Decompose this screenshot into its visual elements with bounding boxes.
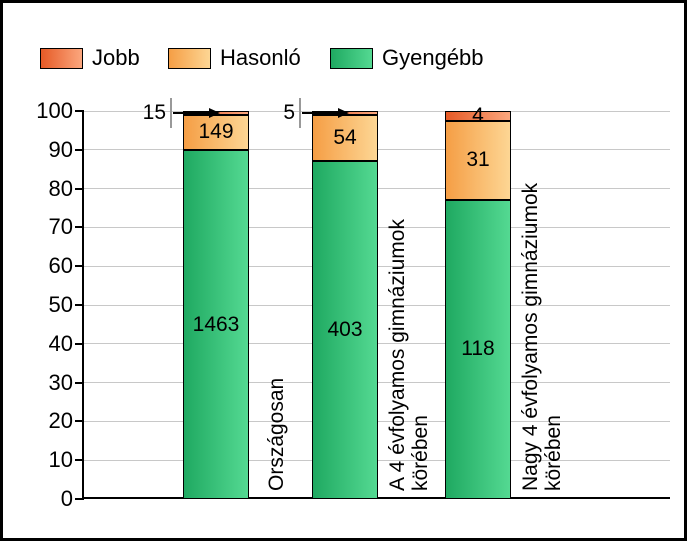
y-tick-label-80: 80 (48, 175, 73, 201)
callout-arrow-line-bar-1 (302, 112, 338, 115)
legend-item-hasonlo: Hasonló (168, 45, 301, 71)
y-tick-label-100: 100 (36, 98, 73, 123)
y-tick-label-90: 90 (48, 136, 73, 162)
bar-2-segment-hasonló (445, 121, 511, 200)
legend-label-gyengebb: Gyengébb (382, 45, 484, 70)
y-tick-90 (75, 148, 83, 151)
y-tick-20 (75, 420, 83, 423)
value-label-bar-2-hasonló: 31 (466, 148, 490, 172)
y-tick-label-20: 20 (48, 408, 73, 434)
value-label-bar-2-jobb: 4 (472, 104, 484, 128)
callout-label-bar-0: 15 (142, 100, 166, 124)
value-label-bar-0-hasonló: 149 (198, 120, 234, 144)
bar-2-segment-jobb (445, 111, 511, 122)
y-tick-0 (75, 498, 83, 500)
y-tick-label-0: 0 (60, 486, 73, 511)
y-tick-label-70: 70 (48, 214, 73, 240)
bar-1-segment-hasonló (312, 115, 378, 161)
y-tick-70 (75, 226, 83, 229)
callout-label-bar-1: 5 (283, 101, 295, 125)
y-tick-30 (75, 381, 83, 384)
category-label-0: Országosan (265, 377, 288, 491)
legend-label-hasonlo: Hasonló (220, 45, 301, 70)
callout-arrow-head-bar-0 (209, 107, 220, 118)
legend-swatch-hasonlo (168, 47, 211, 69)
value-label-bar-1-hasonló: 54 (333, 125, 357, 149)
legend-label-jobb: Jobb (92, 45, 140, 70)
legend-swatch-gyengebb (330, 47, 373, 69)
y-axis-line (82, 110, 84, 500)
callout-arrow-line-bar-0 (173, 111, 209, 114)
y-tick-label-40: 40 (48, 330, 73, 356)
legend-item-jobb: Jobb (40, 45, 140, 71)
y-tick-label-60: 60 (48, 253, 73, 279)
bar-1-segment-gyengébb (312, 160, 378, 499)
callout-whisker-bar-0 (170, 97, 172, 128)
y-tick-100 (75, 110, 83, 112)
value-label-bar-1-gyengébb: 403 (327, 317, 363, 341)
bar-0-segment-gyengébb (183, 150, 249, 499)
legend-item-gyengebb: Gyengébb (330, 45, 484, 71)
y-tick-50 (75, 304, 83, 306)
y-tick-40 (75, 342, 83, 345)
category-label-2: Nagy 4 évfolyamos gimnáziumok körében (519, 182, 565, 491)
legend-swatch-jobb (40, 47, 83, 69)
y-tick-label-30: 30 (48, 369, 73, 395)
y-tick-10 (75, 459, 83, 462)
y-tick-80 (75, 187, 83, 190)
y-tick-label-10: 10 (48, 447, 73, 473)
value-label-bar-2-gyengébb: 118 (461, 337, 495, 361)
y-tick-label-50: 50 (48, 292, 73, 317)
callout-whisker-bar-1 (299, 98, 301, 129)
bar-2-segment-gyengébb (445, 199, 511, 499)
callout-arrow-head-bar-1 (338, 108, 349, 119)
y-tick-60 (75, 265, 83, 268)
category-label-1: A 4 évfolyamos gimnáziumok körében (386, 219, 432, 491)
value-label-bar-0-gyengébb: 1463 (192, 312, 240, 336)
